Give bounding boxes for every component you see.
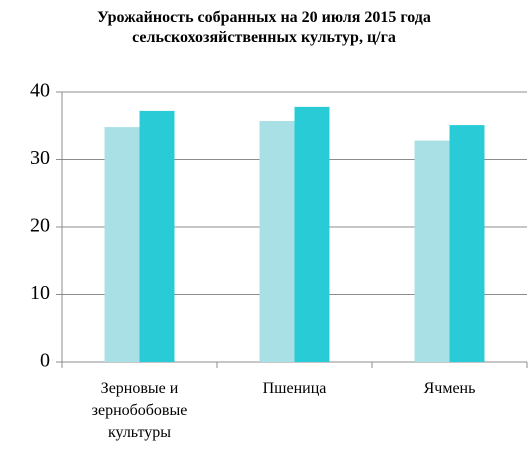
bar — [104, 127, 140, 362]
y-tick-label: 10 — [30, 282, 50, 304]
bar — [449, 125, 485, 362]
bar — [139, 110, 175, 363]
y-tick-label: 30 — [30, 147, 50, 169]
y-tick-label: 40 — [30, 80, 50, 102]
y-tick-label: 0 — [40, 350, 50, 372]
chart-title: Урожайность собранных на 20 июля 2015 го… — [97, 9, 431, 46]
x-tick-label: Зерновые и зернобобовые культуры — [91, 380, 188, 441]
x-tick-label: Ячмень — [423, 380, 476, 397]
y-tick-label: 20 — [30, 215, 50, 237]
bar — [259, 121, 295, 363]
bar — [414, 140, 450, 362]
bar — [294, 106, 330, 362]
x-tick-label: Пшеница — [262, 380, 327, 397]
